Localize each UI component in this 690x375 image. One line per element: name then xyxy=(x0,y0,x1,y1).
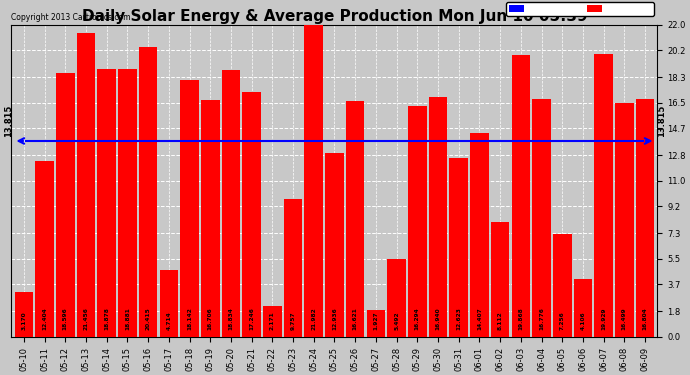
Bar xyxy=(56,73,75,337)
Bar xyxy=(118,69,137,337)
Text: 20.415: 20.415 xyxy=(146,307,150,330)
Text: 19.868: 19.868 xyxy=(518,307,523,330)
Text: 16.706: 16.706 xyxy=(208,307,213,330)
Bar xyxy=(470,133,489,337)
Bar xyxy=(284,198,302,337)
Bar xyxy=(594,54,613,337)
Text: 16.804: 16.804 xyxy=(642,307,647,330)
Text: 18.142: 18.142 xyxy=(187,307,192,330)
Bar xyxy=(325,153,344,337)
Bar xyxy=(346,101,364,337)
Text: 21.456: 21.456 xyxy=(83,307,88,330)
Text: 21.982: 21.982 xyxy=(311,307,316,330)
Bar xyxy=(201,100,219,337)
Text: Copyright 2013 Cartronics.com: Copyright 2013 Cartronics.com xyxy=(12,13,131,22)
Bar xyxy=(449,158,468,337)
Text: 16.621: 16.621 xyxy=(353,307,357,330)
Text: 1.927: 1.927 xyxy=(373,311,378,330)
Text: 16.499: 16.499 xyxy=(622,307,627,330)
Bar xyxy=(532,99,551,337)
Bar xyxy=(221,70,240,337)
Bar xyxy=(242,92,261,337)
Text: 19.929: 19.929 xyxy=(601,307,606,330)
Text: 12.404: 12.404 xyxy=(42,307,47,330)
Bar xyxy=(615,103,633,337)
Bar xyxy=(77,33,95,337)
Bar xyxy=(511,55,530,337)
Text: 16.776: 16.776 xyxy=(539,307,544,330)
Text: 13.815: 13.815 xyxy=(658,104,667,137)
Text: 3.170: 3.170 xyxy=(21,311,26,330)
Text: 2.171: 2.171 xyxy=(270,311,275,330)
Text: 17.246: 17.246 xyxy=(249,307,254,330)
Text: 4.714: 4.714 xyxy=(166,311,171,330)
Bar xyxy=(97,69,116,337)
Bar xyxy=(180,80,199,337)
Bar xyxy=(408,106,426,337)
Bar xyxy=(35,161,54,337)
Text: 16.294: 16.294 xyxy=(415,307,420,330)
Text: 18.881: 18.881 xyxy=(125,307,130,330)
Bar xyxy=(428,97,447,337)
Text: 12.623: 12.623 xyxy=(456,307,461,330)
Text: 5.492: 5.492 xyxy=(394,311,399,330)
Title: Daily Solar Energy & Average Production Mon Jun 10 05:39: Daily Solar Energy & Average Production … xyxy=(81,9,587,24)
Text: 14.407: 14.407 xyxy=(477,307,482,330)
Bar xyxy=(263,306,282,337)
Bar xyxy=(573,279,592,337)
Text: 12.936: 12.936 xyxy=(332,307,337,330)
Text: 13.815: 13.815 xyxy=(5,104,14,137)
Text: 16.940: 16.940 xyxy=(435,307,440,330)
Bar xyxy=(139,47,157,337)
Bar xyxy=(159,270,178,337)
Text: 18.596: 18.596 xyxy=(63,307,68,330)
Text: 7.256: 7.256 xyxy=(560,311,564,330)
Bar xyxy=(635,99,654,337)
Bar xyxy=(14,292,33,337)
Text: 18.878: 18.878 xyxy=(104,307,109,330)
Bar xyxy=(491,222,509,337)
Text: 9.757: 9.757 xyxy=(290,311,295,330)
Legend: Average (kWh), Daily  (kWh): Average (kWh), Daily (kWh) xyxy=(506,2,653,16)
Text: 18.834: 18.834 xyxy=(228,307,233,330)
Bar xyxy=(387,259,406,337)
Text: 8.112: 8.112 xyxy=(497,311,502,330)
Bar xyxy=(304,25,323,337)
Text: 4.106: 4.106 xyxy=(580,311,585,330)
Bar xyxy=(553,234,571,337)
Bar xyxy=(366,309,385,337)
